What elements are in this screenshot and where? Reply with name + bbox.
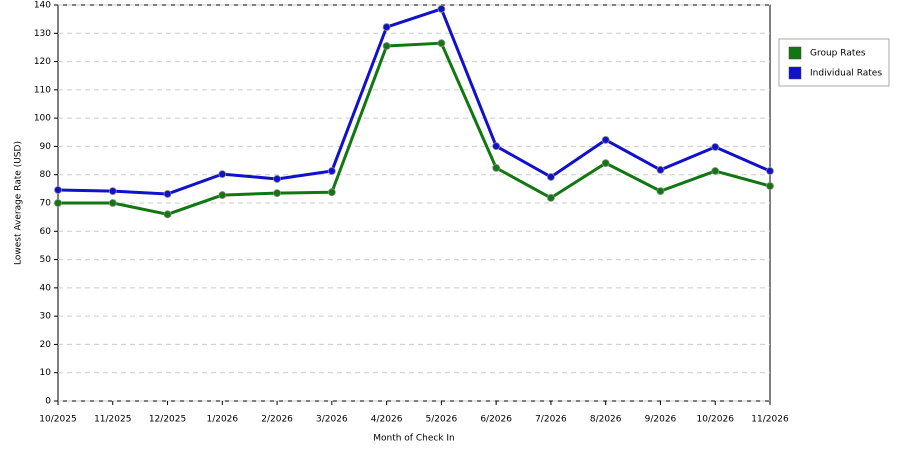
y-tick-label: 120 bbox=[34, 57, 51, 67]
data-point bbox=[547, 173, 555, 181]
series-line bbox=[58, 41, 771, 216]
y-tick-label: 60 bbox=[40, 227, 52, 237]
series-line bbox=[57, 7, 771, 196]
data-point bbox=[766, 182, 774, 190]
data-point bbox=[54, 186, 62, 194]
data-point bbox=[656, 187, 665, 196]
y-tick-label: 90 bbox=[40, 142, 52, 152]
y-tick-label: 110 bbox=[34, 85, 51, 95]
data-point bbox=[327, 167, 336, 175]
data-point bbox=[54, 199, 62, 207]
x-tick-label: 12/2025 bbox=[149, 415, 186, 425]
y-tick-label: 10 bbox=[40, 368, 52, 378]
data-point bbox=[492, 142, 501, 151]
x-tick-label: 1/2026 bbox=[206, 415, 238, 425]
x-tick-label: 8/2026 bbox=[590, 415, 622, 425]
data-point bbox=[327, 188, 336, 197]
legend-label: Group Rates bbox=[810, 49, 866, 59]
legend-swatch bbox=[788, 66, 802, 80]
data-point bbox=[218, 170, 227, 179]
data-point bbox=[601, 159, 610, 168]
y-tick-label: 40 bbox=[40, 283, 52, 293]
data-point bbox=[711, 143, 720, 151]
y-tick-label: 80 bbox=[40, 170, 52, 180]
y-tick-label: 30 bbox=[40, 312, 52, 322]
x-tick-label: 5/2026 bbox=[426, 415, 458, 425]
x-tick-label: 7/2026 bbox=[535, 415, 567, 425]
data-point bbox=[163, 190, 172, 198]
data-point bbox=[711, 167, 720, 175]
data-point bbox=[492, 164, 501, 172]
data-point bbox=[108, 187, 117, 196]
x-tick-label: 3/2026 bbox=[316, 415, 348, 425]
x-tick-label: 10/2026 bbox=[697, 415, 735, 425]
data-point bbox=[547, 194, 555, 202]
x-tick-label: 4/2026 bbox=[371, 415, 403, 425]
data-point bbox=[437, 39, 446, 48]
data-point bbox=[163, 210, 172, 219]
y-tick-label: 100 bbox=[34, 114, 51, 124]
data-point bbox=[273, 189, 281, 198]
legend-label: Individual Rates bbox=[810, 69, 882, 79]
data-point bbox=[108, 199, 117, 207]
x-axis-label: Month of Check In bbox=[373, 434, 455, 444]
data-point bbox=[437, 5, 446, 13]
y-tick-label: 20 bbox=[40, 340, 52, 350]
y-tick-label: 50 bbox=[40, 255, 52, 265]
data-point bbox=[601, 136, 610, 144]
data-point bbox=[382, 42, 391, 50]
x-tick-label: 11/2026 bbox=[751, 415, 789, 425]
legend-swatch bbox=[788, 46, 802, 60]
data-point bbox=[656, 166, 665, 174]
data-point bbox=[273, 175, 281, 183]
y-tick-label: 140 bbox=[34, 1, 51, 11]
y-tick-label: 130 bbox=[34, 29, 51, 39]
y-tick-label: 70 bbox=[40, 199, 52, 209]
data-point bbox=[218, 191, 227, 199]
y-tick-label: 0 bbox=[45, 397, 51, 407]
data-point bbox=[382, 23, 391, 31]
x-tick-label: 10/2025 bbox=[39, 415, 76, 425]
data-point bbox=[766, 167, 774, 175]
x-tick-label: 2/2026 bbox=[261, 415, 293, 425]
x-tick-label: 6/2026 bbox=[480, 415, 512, 425]
y-axis-label: Lowest Average Rate (USD) bbox=[14, 141, 24, 265]
x-tick-label: 9/2026 bbox=[645, 415, 677, 425]
x-tick-label: 11/2025 bbox=[94, 415, 131, 425]
